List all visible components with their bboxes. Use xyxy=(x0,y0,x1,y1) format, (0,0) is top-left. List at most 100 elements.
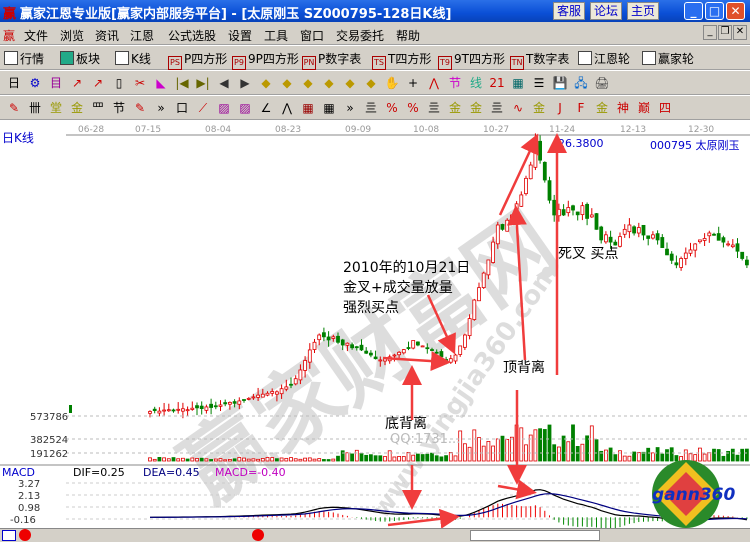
tool-31-icon[interactable]: 四 xyxy=(658,101,671,115)
tool-16-icon[interactable]: » xyxy=(346,101,354,115)
toolbar-10-button[interactable]: 赢家轮 xyxy=(642,50,694,67)
maximize-icon[interactable]: □ xyxy=(705,2,724,20)
toolbar-5-button[interactable]: PN P数字表 xyxy=(302,50,361,70)
tool-2-icon[interactable]: 目 xyxy=(49,76,62,90)
tool-25-icon[interactable]: ☰ xyxy=(533,76,545,90)
tool-7-icon[interactable]: » xyxy=(157,101,165,115)
tool-1-icon[interactable]: ⚙ xyxy=(29,76,41,90)
tool-0-icon[interactable]: ✎ xyxy=(8,101,20,115)
tool-29-icon[interactable]: 神 xyxy=(616,101,629,115)
tool-23-icon[interactable]: 亖 xyxy=(490,101,503,115)
volume-bar xyxy=(528,434,533,462)
menu-help[interactable]: 帮助 xyxy=(396,29,421,43)
tool-18-icon[interactable]: ✋ xyxy=(384,76,400,90)
tool-20-icon[interactable]: ⋀ xyxy=(429,76,439,90)
tool-26-icon[interactable]: J xyxy=(558,101,562,115)
tool-3-icon[interactable]: 金 xyxy=(70,101,83,115)
toolbar-3-button[interactable]: PS P四方形 xyxy=(168,50,227,70)
candle xyxy=(467,314,472,340)
tool-15-icon[interactable]: ◆ xyxy=(324,76,334,90)
menu-info[interactable]: 资讯 xyxy=(95,29,120,43)
toolbar-0-button[interactable]: 行情 xyxy=(4,50,44,67)
menu-formula[interactable]: 公式选股 xyxy=(168,29,217,43)
tool-17-icon[interactable]: ◆ xyxy=(366,76,376,90)
tool-15-icon[interactable]: ▦ xyxy=(323,101,335,115)
candle xyxy=(298,364,303,385)
tool-3-icon[interactable]: ↗ xyxy=(71,76,83,90)
tool-0-icon[interactable]: 日 xyxy=(7,76,20,90)
volume-bar xyxy=(618,450,622,462)
menu-file[interactable]: 文件 xyxy=(24,29,49,43)
tool-26-icon[interactable]: 💾 xyxy=(552,76,568,90)
tool-27-icon[interactable]: 🖧 xyxy=(574,76,588,90)
tool-13-icon[interactable]: ⋀ xyxy=(282,101,292,115)
tool-9-icon[interactable]: ⟋ xyxy=(198,101,208,115)
tool-16-icon[interactable]: ◆ xyxy=(345,76,355,90)
tool-11-icon[interactable]: ▨ xyxy=(239,101,251,115)
tool-17-icon[interactable]: 亖 xyxy=(364,101,377,115)
chart-area[interactable]: 赢家财富网 www.yingjia360.com 日K线 06-28 07-15 0… xyxy=(0,120,750,529)
tool-19-icon[interactable]: + xyxy=(407,76,419,90)
tool-24-icon[interactable]: ∿ xyxy=(512,101,524,115)
tool-20-icon[interactable]: 亖 xyxy=(427,101,440,115)
toolbar-8-button[interactable]: TN T数字表 xyxy=(510,50,569,70)
tool-10-icon[interactable]: ◀ xyxy=(219,76,229,90)
child-restore-icon[interactable]: ❐ xyxy=(718,25,732,40)
tool-12-icon[interactable]: ◆ xyxy=(261,76,271,90)
toolbar-4-button[interactable]: P9 9P四方形 xyxy=(232,50,299,70)
tool-12-icon[interactable]: ∠ xyxy=(260,101,272,115)
tool-21-icon[interactable]: 节 xyxy=(448,76,461,90)
menu-settings[interactable]: 设置 xyxy=(228,29,253,43)
tool-28-icon[interactable]: 🖨 xyxy=(594,76,610,90)
tool-7-icon[interactable]: ◣ xyxy=(156,76,166,90)
tool-14-icon[interactable]: ◆ xyxy=(303,76,313,90)
candle xyxy=(665,242,669,256)
tool-22-icon[interactable]: 线 xyxy=(469,76,482,90)
tool-11-icon[interactable]: ▶ xyxy=(240,76,250,90)
menu-trade[interactable]: 交易委托 xyxy=(336,29,385,43)
tool-5-icon[interactable]: 节 xyxy=(112,101,125,115)
scrollbar[interactable] xyxy=(470,530,600,541)
tool-23-icon[interactable]: 21 xyxy=(489,76,505,90)
tool-4-icon[interactable]: ↗ xyxy=(92,76,104,90)
service-button[interactable]: 客服 xyxy=(553,2,585,20)
tool-27-icon[interactable]: F xyxy=(577,101,585,115)
tool-8-icon[interactable]: |◀ xyxy=(175,76,189,90)
tool-14-icon[interactable]: ▦ xyxy=(302,101,314,115)
volume-bar xyxy=(444,455,449,462)
menu-tools[interactable]: 工具 xyxy=(264,29,289,43)
child-close-icon[interactable]: ✕ xyxy=(733,25,747,40)
close-icon[interactable]: ✕ xyxy=(726,2,745,20)
tool-22-icon[interactable]: 金 xyxy=(469,101,482,115)
tool-18-icon[interactable]: % xyxy=(386,101,398,115)
tool-6-icon[interactable]: ✎ xyxy=(134,101,146,115)
forum-button[interactable]: 论坛 xyxy=(590,2,622,20)
toolbar-6-button[interactable]: TS T四方形 xyxy=(372,50,431,70)
minimize-icon[interactable]: _ xyxy=(684,2,703,20)
tn-icon: TN xyxy=(510,56,524,70)
child-minimize-icon[interactable]: _ xyxy=(703,25,717,40)
tool-2-icon[interactable]: 堂 xyxy=(49,101,62,115)
tool-28-icon[interactable]: 金 xyxy=(595,101,608,115)
toolbar-9-button[interactable]: 江恩轮 xyxy=(578,50,630,67)
toolbar-1-button[interactable]: 板块 xyxy=(60,50,100,67)
tool-10-icon[interactable]: ▨ xyxy=(218,101,230,115)
menu-window[interactable]: 窗口 xyxy=(300,29,325,43)
tool-19-icon[interactable]: % xyxy=(407,101,419,115)
tool-13-icon[interactable]: ◆ xyxy=(282,76,292,90)
tool-4-icon[interactable]: 罒 xyxy=(91,101,104,115)
tool-21-icon[interactable]: 金 xyxy=(448,101,461,115)
tool-6-icon[interactable]: ✂ xyxy=(134,76,146,90)
tool-24-icon[interactable]: ▦ xyxy=(512,76,524,90)
menu-browse[interactable]: 浏览 xyxy=(60,29,85,43)
toolbar-7-button[interactable]: T9 9T四方形 xyxy=(438,50,505,70)
tool-5-icon[interactable]: ▯ xyxy=(115,76,123,90)
tool-25-icon[interactable]: 金 xyxy=(532,101,545,115)
tool-9-icon[interactable]: ▶| xyxy=(196,76,210,90)
menu-gann[interactable]: 江恩 xyxy=(130,29,155,43)
tool-8-icon[interactable]: 口 xyxy=(175,101,188,115)
tool-30-icon[interactable]: 巅 xyxy=(637,101,650,115)
home-button[interactable]: 主页 xyxy=(627,2,659,20)
tool-1-icon[interactable]: 卌 xyxy=(28,101,41,115)
toolbar-2-button[interactable]: K线 xyxy=(115,50,151,67)
